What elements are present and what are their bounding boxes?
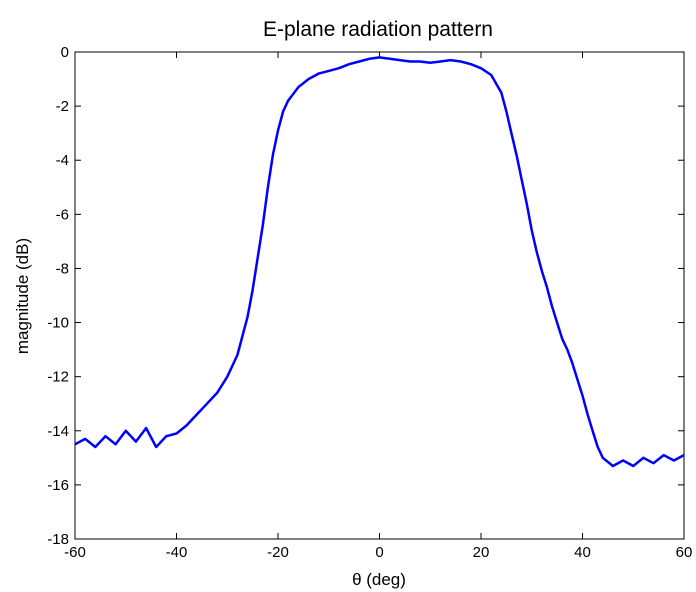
y-tick-label: -18 bbox=[47, 531, 69, 548]
series-line bbox=[74, 56, 685, 468]
x-tick-label: 60 bbox=[676, 544, 693, 561]
x-axis: -60 -40 -20 0 20 40 60 bbox=[64, 52, 692, 561]
y-tick-label: -4 bbox=[56, 152, 69, 169]
y-axis: 0 -2 -4 -6 -8 -10 -12 -14 -16 -18 bbox=[47, 44, 684, 548]
x-tick-label: 0 bbox=[375, 544, 383, 561]
chart-title: E-plane radiation pattern bbox=[263, 18, 493, 41]
y-tick-label: -16 bbox=[47, 477, 69, 494]
x-tick-label: 40 bbox=[574, 544, 591, 561]
x-tick-label: -40 bbox=[166, 544, 188, 561]
y-tick-label: -8 bbox=[56, 260, 69, 277]
x-axis-label: θ (deg) bbox=[352, 570, 406, 589]
y-tick-label: 0 bbox=[61, 44, 69, 61]
x-tick-label: 20 bbox=[473, 544, 490, 561]
x-tick-label: -20 bbox=[267, 544, 289, 561]
y-tick-label: -12 bbox=[47, 369, 69, 386]
plot-area bbox=[74, 51, 685, 540]
x-tick-label: -60 bbox=[64, 544, 86, 561]
y-tick-label: -14 bbox=[47, 423, 69, 440]
y-tick-label: -10 bbox=[47, 315, 69, 332]
y-tick-label: -6 bbox=[56, 206, 69, 223]
y-tick-label: -2 bbox=[56, 98, 69, 115]
y-axis-label: magnitude (dB) bbox=[13, 238, 32, 354]
